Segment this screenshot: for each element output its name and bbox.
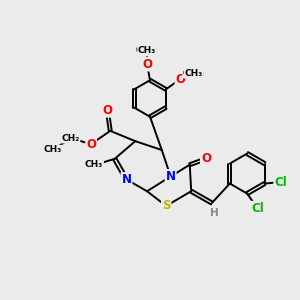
Text: Cl: Cl (274, 176, 287, 189)
Text: O: O (201, 152, 211, 165)
Text: OCH₃: OCH₃ (136, 46, 158, 55)
Text: O: O (102, 104, 112, 117)
Text: O: O (176, 73, 185, 85)
Text: CH₂: CH₂ (61, 134, 80, 143)
Text: O: O (142, 58, 152, 70)
Text: H: H (210, 208, 219, 218)
Text: N: N (166, 170, 176, 183)
Text: O: O (86, 138, 96, 151)
Text: N: N (122, 173, 131, 186)
Text: CH₃: CH₃ (138, 46, 156, 55)
Text: Cl: Cl (251, 202, 264, 215)
Text: CH₃: CH₃ (85, 160, 103, 169)
Text: S: S (162, 200, 170, 212)
Text: CH₃: CH₃ (185, 69, 203, 78)
Text: CH₃: CH₃ (44, 146, 62, 154)
Text: OCH₃: OCH₃ (183, 69, 205, 78)
